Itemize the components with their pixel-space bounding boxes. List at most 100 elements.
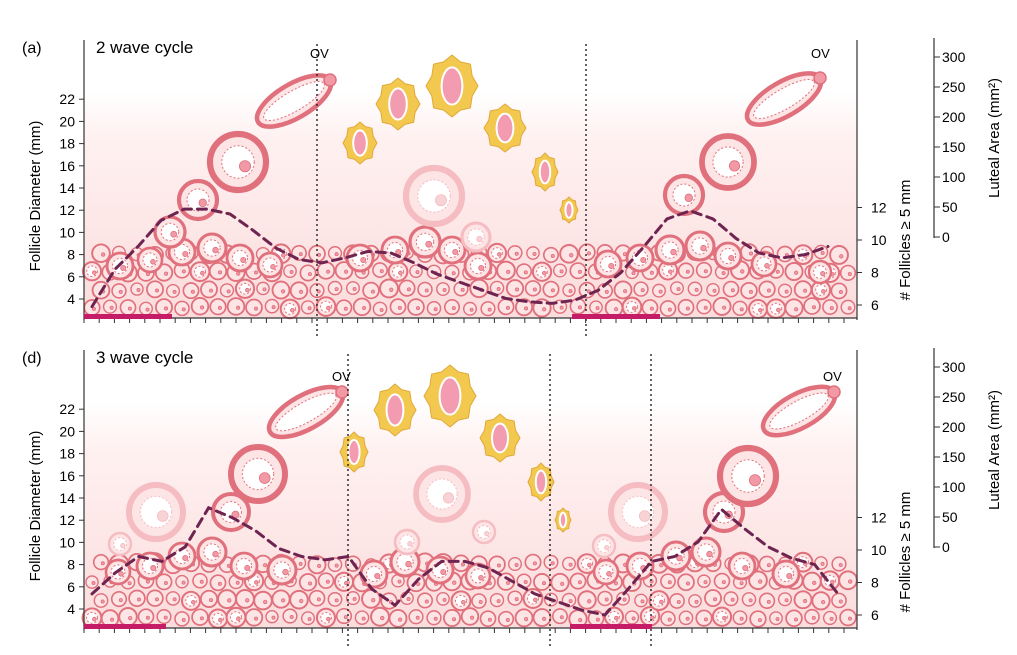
small-follicle: [174, 300, 190, 317]
panel-a-left-axis-title: Follicle Diameter (mm): [27, 121, 44, 272]
small-follicle: [379, 278, 399, 299]
follicle-count-tick-label: 6: [871, 607, 879, 623]
small-follicle: [155, 573, 173, 591]
panel-a-ov-label-2: OV: [811, 46, 830, 61]
corpus-luteum: [527, 462, 555, 502]
panel-a-follicles: [81, 221, 857, 320]
small-follicle: [189, 261, 211, 283]
small-follicle: [271, 589, 291, 609]
y-tick-label: 6: [67, 269, 75, 285]
panel-d-follicles: [81, 519, 858, 629]
y-tick-label: 6: [67, 579, 75, 595]
luteal-tick-label: 200: [942, 419, 966, 435]
y-tick-label: 14: [59, 180, 75, 196]
small-follicle: [814, 556, 828, 570]
small-follicle: [244, 608, 264, 627]
small-follicle: [516, 263, 532, 280]
small-follicle: [362, 281, 380, 300]
small-follicle: [265, 610, 279, 624]
y-tick-label: 16: [59, 468, 75, 484]
luteal-tick-label: 50: [942, 509, 958, 525]
small-follicle: [822, 610, 838, 626]
small-follicle: [732, 610, 748, 626]
y-tick-label: 20: [59, 423, 75, 439]
small-follicle: [370, 606, 390, 627]
small-follicle: [219, 283, 235, 298]
small-follicle: [372, 301, 388, 317]
medium-follicle: [684, 230, 716, 262]
panel-a-luteal-axis-title: Luteal Area (mm²): [986, 78, 1003, 198]
small-follicle: [507, 590, 523, 606]
small-follicle: [633, 281, 649, 297]
small-follicle: [175, 574, 189, 589]
small-follicle: [208, 261, 228, 281]
small-follicle: [677, 573, 695, 592]
small-follicle: [398, 279, 416, 297]
panel-a-follicle-count-trace: [90, 207, 830, 309]
luteal-tick-label: 250: [942, 79, 966, 95]
medium-follicle: [229, 551, 259, 581]
corpus-luteum: [342, 121, 378, 165]
small-follicle: [514, 608, 534, 628]
medium-follicle: [771, 559, 801, 589]
small-follicle: [102, 299, 118, 314]
panel-d-luteal-bodies: [339, 364, 572, 533]
small-follicle: [92, 554, 110, 571]
small-follicle: [677, 262, 695, 279]
small-follicle: [597, 590, 613, 607]
follicle-count-tick-label: 10: [871, 232, 887, 248]
small-follicle: [199, 589, 219, 608]
panel-a-growth-sequence: [153, 71, 827, 249]
panel-d-day-ticks: [83, 628, 845, 633]
luteal-tick-label: 50: [942, 199, 958, 215]
small-follicle: [327, 280, 343, 296]
small-follicle: [624, 610, 640, 625]
preovulatory-follicle: [760, 384, 841, 438]
corpus-luteum: [531, 152, 559, 192]
small-follicle: [81, 261, 103, 282]
small-follicle: [804, 608, 820, 625]
medium-follicle: [654, 234, 686, 266]
y-tick-label: 20: [59, 113, 75, 129]
small-follicle: [180, 590, 202, 611]
small-follicle: [119, 299, 137, 316]
small-follicle: [577, 590, 597, 610]
medium-follicle: [593, 249, 623, 279]
small-follicle: [765, 298, 787, 319]
small-follicle: [308, 589, 326, 607]
medium-follicle: [592, 558, 620, 586]
growing-follicle: [716, 444, 780, 508]
small-follicle: [677, 298, 695, 316]
small-follicle: [452, 554, 470, 573]
small-follicle: [155, 298, 173, 317]
small-follicle: [723, 591, 739, 607]
small-follicle: [550, 572, 570, 593]
small-follicle: [784, 298, 804, 318]
panel-a-right-ticks: 6 8 10 12: [857, 200, 887, 313]
small-follicle: [391, 573, 405, 588]
corpus-luteum: [373, 383, 417, 437]
luteal-tick-label: 200: [942, 109, 966, 125]
y-tick-label: 8: [67, 247, 75, 263]
small-follicle: [641, 299, 659, 316]
small-follicle: [436, 282, 450, 296]
small-follicle: [713, 572, 731, 590]
small-follicle: [669, 593, 685, 609]
small-follicle: [660, 610, 676, 627]
small-follicle: [111, 283, 127, 299]
y-tick-label: 22: [59, 401, 75, 417]
medium-follicle: [727, 551, 757, 581]
small-follicle: [785, 609, 803, 628]
regressing-follicle: [413, 465, 471, 523]
small-follicle: [93, 593, 109, 608]
small-follicle: [712, 296, 732, 316]
small-follicle: [190, 297, 210, 316]
small-follicle: [300, 300, 316, 315]
y-tick-label: 18: [59, 446, 75, 462]
y-tick-label: 16: [59, 158, 75, 174]
small-follicle: [648, 590, 670, 612]
small-follicle: [543, 554, 559, 570]
small-follicle: [722, 280, 740, 298]
panel-a-left-ticks: 4 6 8 10 12 14 16 18 20 22: [59, 91, 84, 307]
luteal-tick-label: 100: [942, 479, 966, 495]
